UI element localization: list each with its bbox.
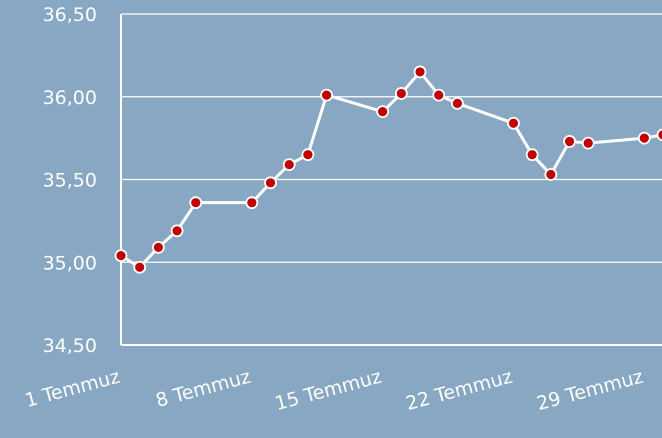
marker: [525, 148, 539, 162]
marker: [544, 168, 558, 181]
marker: [376, 105, 390, 119]
marker: [282, 158, 296, 172]
marker: [413, 65, 427, 79]
marker: [133, 260, 147, 274]
marker: [394, 87, 408, 100]
x-tick-label: 22 Temmuz: [403, 366, 514, 416]
marker: [507, 116, 520, 130]
y-tick-label: 34,50: [43, 335, 97, 357]
marker: [451, 96, 464, 110]
marker: [432, 88, 446, 102]
x-tick-label: 1 Temmuz: [23, 366, 123, 412]
marker: [656, 128, 662, 142]
x-tick-label: 29 Temmuz: [534, 366, 645, 416]
marker: [264, 176, 277, 190]
marker: [114, 249, 128, 263]
marker: [637, 131, 651, 145]
y-tick-label: 35,00: [43, 252, 97, 274]
y-tick-label: 36,00: [43, 87, 97, 109]
marker: [581, 136, 595, 150]
line: [120, 70, 662, 269]
y-tick-label: 36,50: [43, 4, 97, 26]
x-tick-label: 15 Temmuz: [273, 366, 384, 416]
marker: [245, 196, 259, 210]
marker: [301, 148, 315, 162]
marker: [151, 240, 165, 254]
marker: [563, 135, 576, 148]
marker: [320, 88, 333, 102]
x-tick-label: 8 Temmuz: [154, 366, 254, 412]
marker: [170, 224, 184, 238]
y-tick-label: 35,50: [43, 170, 97, 192]
marker: [189, 196, 203, 210]
